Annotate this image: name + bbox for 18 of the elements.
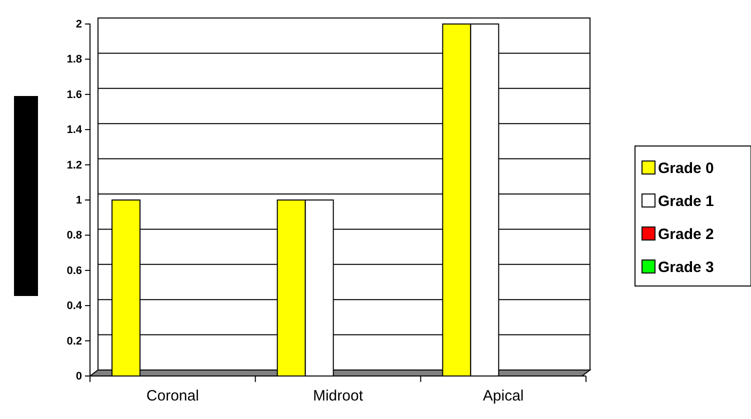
legend-label: Grade 0 <box>658 160 714 177</box>
y-tick-label: 0.4 <box>66 300 83 312</box>
y-tick-label: 1.8 <box>66 54 82 66</box>
y-tick-label: 0.8 <box>66 230 82 242</box>
y-tick-label: 1.4 <box>66 124 83 136</box>
y-tick-label: 2 <box>76 18 82 31</box>
y-tick-label: 0.2 <box>66 335 82 348</box>
y-tick-label: 1 <box>76 194 82 207</box>
legend-label: Grade 2 <box>658 226 714 243</box>
x-tick-label: Apical <box>482 388 524 405</box>
legend-label: Grade 1 <box>658 193 714 210</box>
legend-label: Grade 3 <box>658 259 714 276</box>
y-tick-label: 1.2 <box>66 159 82 172</box>
x-tick-label: Midroot <box>312 388 364 405</box>
y-tick-label: 0.6 <box>66 264 82 277</box>
x-tick-label: Coronal <box>146 388 199 405</box>
y-tick-label: 1.6 <box>66 88 82 101</box>
y-tick-label: 0 <box>76 370 82 383</box>
